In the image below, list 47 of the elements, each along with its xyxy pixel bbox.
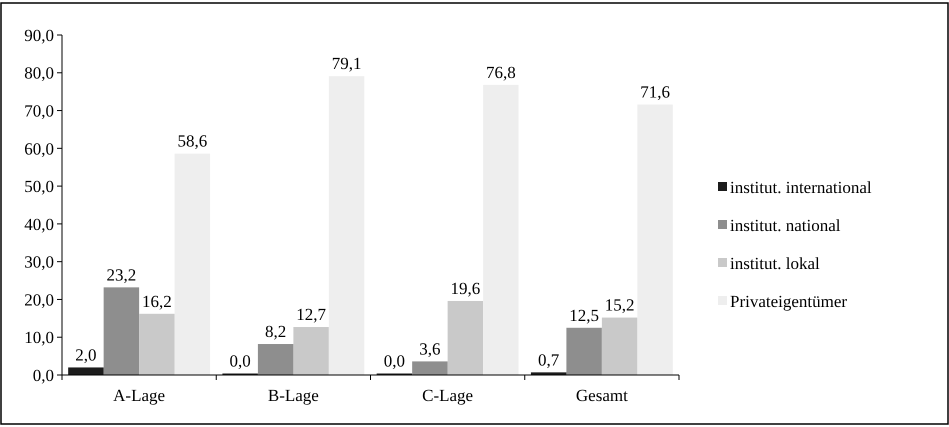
data-label: 8,2	[265, 322, 286, 342]
bar	[412, 361, 448, 375]
data-label: 15,2	[604, 296, 634, 315]
y-tick-label: 70,0	[24, 102, 54, 121]
y-tick-label: 40,0	[24, 214, 54, 234]
x-tick-label: C-Lage	[422, 386, 474, 405]
bar	[637, 104, 673, 375]
y-tick-label: 90,0	[24, 26, 54, 45]
bar	[174, 154, 210, 375]
data-label: 71,6	[640, 82, 670, 102]
x-tick-label: B-Lage	[268, 386, 319, 405]
bar	[293, 327, 329, 375]
legend-label: Privateigentümer	[730, 292, 848, 311]
data-label: 3,6	[419, 339, 441, 358]
y-tick-label: 0,0	[32, 366, 54, 385]
y-tick-label: 50,0	[24, 177, 54, 196]
data-label: 2,0	[75, 345, 97, 364]
bar	[258, 344, 294, 375]
legend-label: institut. lokal	[730, 254, 820, 273]
bar	[566, 328, 602, 375]
data-label: 58,6	[177, 132, 208, 151]
bar	[602, 318, 638, 375]
data-label: 76,8	[486, 62, 516, 82]
data-label: 16,2	[142, 292, 172, 311]
y-tick-label: 20,0	[24, 290, 54, 310]
data-label: 12,5	[569, 306, 600, 325]
data-label: 19,6	[450, 278, 480, 298]
bar	[483, 84, 519, 375]
data-label: 23,2	[106, 265, 136, 284]
bar	[139, 314, 175, 375]
bar	[448, 300, 484, 375]
x-tick-label: A-Lage	[113, 386, 166, 405]
legend-label: institut. international	[730, 178, 872, 197]
data-label: 12,7	[296, 305, 326, 324]
data-label: 0,0	[384, 352, 406, 370]
data-label: 0,7	[538, 350, 560, 370]
legend-label: institut. national	[730, 216, 841, 235]
bar	[328, 76, 364, 375]
data-label: 0,0	[230, 352, 251, 370]
y-tick-label: 10,0	[24, 328, 54, 348]
y-tick-label: 30,0	[24, 252, 54, 272]
data-label: 79,1	[332, 54, 362, 74]
bar	[68, 367, 104, 375]
y-tick-label: 60,0	[24, 139, 54, 158]
x-tick-label: Gesamt	[576, 386, 628, 405]
bar	[104, 287, 140, 375]
y-tick-label: 80,0	[24, 64, 54, 83]
